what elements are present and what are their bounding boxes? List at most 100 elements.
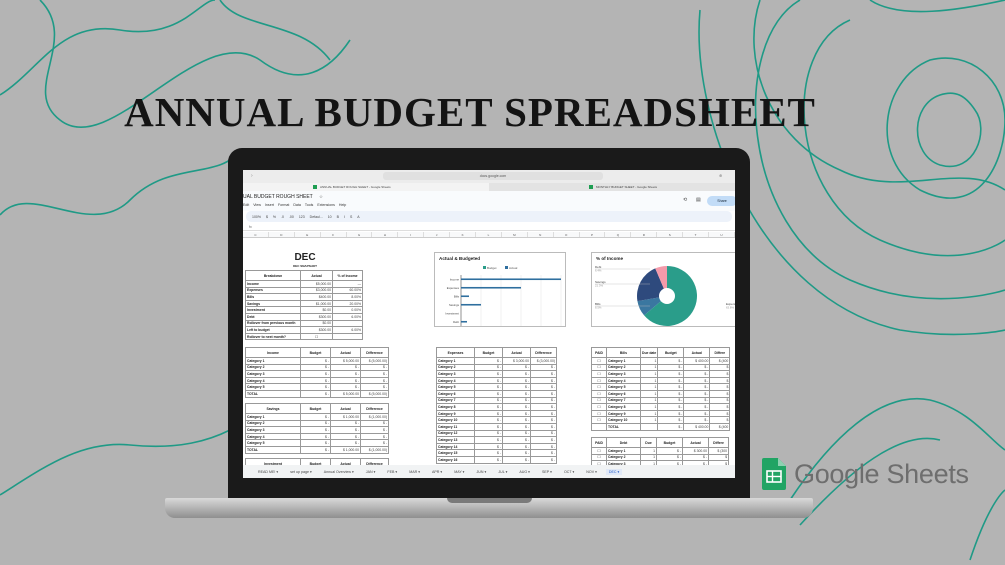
toolbar-item[interactable]: A — [357, 214, 360, 219]
menu-edit[interactable]: Edit — [243, 203, 250, 207]
column-header[interactable]: D — [269, 232, 295, 237]
menu-extensions[interactable]: Extensions — [317, 203, 335, 207]
sheet-tab-read-me-[interactable]: READ ME! ▾ — [255, 469, 281, 475]
column-header[interactable]: G — [347, 232, 373, 237]
menu-tools[interactable]: Tools — [304, 203, 314, 207]
cell: $ - — [683, 376, 711, 385]
sheet-tab-aug[interactable]: AUG ▾ — [516, 469, 533, 475]
sheet-tab-set-up-page[interactable]: set up page ▾ — [287, 469, 315, 475]
history-icon[interactable]: ⟲ — [683, 197, 688, 203]
column-header[interactable]: F — [321, 232, 347, 237]
sheet-tab-nov[interactable]: NOV ▾ — [583, 469, 600, 475]
toolbar-item[interactable]: 123 — [298, 214, 305, 219]
cell: $ (1,000.00) — [360, 413, 389, 421]
pie-slice-bills[interactable] — [637, 296, 667, 316]
comment-icon[interactable]: ▤ — [696, 197, 701, 203]
toolbar-item[interactable]: .00 — [288, 214, 294, 219]
sheet-tab-jun[interactable]: JUN ▾ — [474, 469, 490, 475]
toolbar-item[interactable]: Defaul... — [309, 214, 323, 219]
column-header[interactable]: L — [476, 232, 502, 237]
sheet-tab-jan[interactable]: JAN ▾ — [363, 469, 379, 475]
column-header[interactable]: M — [502, 232, 528, 237]
column-header[interactable]: Q — [605, 232, 632, 237]
sheet-tab-apr[interactable]: APR ▾ — [429, 469, 445, 475]
paid-checkbox[interactable]: ☐ — [591, 416, 607, 424]
bar-actual-savings[interactable] — [461, 303, 481, 306]
toolbar-item[interactable]: $ — [265, 214, 268, 219]
column-header[interactable]: H — [372, 232, 399, 237]
paid-checkbox[interactable]: ☐ — [591, 370, 607, 378]
formula-bar[interactable]: fx — [243, 223, 735, 231]
cell: $ - — [657, 416, 685, 424]
menu-data[interactable]: Data — [293, 203, 301, 207]
paid-checkbox[interactable]: ☐ — [591, 376, 607, 385]
bar-actual-bills[interactable] — [461, 295, 469, 298]
paid-checkbox[interactable]: ☐ — [591, 396, 607, 405]
sheet-tab-dec[interactable]: DEC ▾ — [605, 468, 623, 475]
bar-actual-debt[interactable] — [461, 320, 467, 323]
paid-checkbox[interactable]: ☐ — [591, 403, 607, 411]
cell: Category 11 — [436, 422, 475, 431]
paid-checkbox[interactable]: ☐ — [591, 453, 607, 462]
column-header[interactable]: I — [398, 232, 425, 237]
paid-checkbox[interactable]: ☐ — [300, 332, 333, 341]
paid-checkbox[interactable]: ☐ — [591, 357, 607, 365]
toolbar-item[interactable]: 10 — [327, 214, 332, 219]
toolbar-item[interactable]: 100% — [252, 214, 261, 219]
forward-icon[interactable]: › — [251, 173, 253, 179]
sheet-tab-sep[interactable]: SEP ▾ — [539, 469, 555, 475]
column-header[interactable]: T — [683, 232, 710, 237]
paid-checkbox[interactable]: ☐ — [591, 409, 607, 418]
toolbar-item[interactable]: B — [336, 214, 339, 219]
toolbar-item[interactable]: S — [349, 214, 353, 219]
column-header[interactable]: C — [243, 232, 269, 237]
column-header[interactable]: K — [450, 232, 477, 237]
column-header[interactable]: E — [295, 232, 321, 237]
bar-actual-expenses[interactable] — [461, 286, 521, 289]
pie-slice-debt[interactable] — [655, 266, 667, 296]
sheet-tab-mar[interactable]: MAR ▾ — [406, 469, 423, 475]
menu-insert[interactable]: Insert — [264, 203, 274, 207]
share-button[interactable]: Share — [707, 196, 735, 206]
sheet-tab-jul[interactable]: JUL ▾ — [495, 469, 510, 475]
column-header[interactable]: O — [554, 232, 580, 237]
table-row: TOTAL $ - $ 1,000.00 $ (1,000.00) — [245, 445, 389, 454]
toolbar-item[interactable]: % — [272, 214, 277, 219]
pie-slice-savings[interactable] — [637, 268, 667, 302]
toolbar-item[interactable]: I — [343, 214, 345, 219]
dropdown-icon: ▾ — [594, 469, 597, 474]
toolbar-item[interactable]: .0 — [281, 214, 284, 219]
cell: $ - — [300, 383, 331, 391]
bar-chart-actual-budgeted[interactable]: Actual & Budgeted BudgetActual$0$1,000$2… — [434, 252, 566, 327]
cell: $ - — [657, 396, 685, 405]
column-header[interactable]: P — [580, 232, 606, 237]
sheet-tab-annual-overview[interactable]: Annual Overview ▾ — [321, 469, 357, 475]
paid-checkbox[interactable]: ☐ — [591, 383, 607, 391]
bar-actual-income[interactable] — [461, 278, 561, 281]
menu-format[interactable]: Format — [277, 203, 290, 207]
star-icon[interactable]: ☆ — [319, 194, 324, 199]
address-bar[interactable]: docs.google.com — [383, 172, 603, 180]
paid-checkbox[interactable]: ☐ — [591, 447, 607, 455]
cell: $ — [709, 403, 731, 411]
sheet-tab-oct[interactable]: OCT ▾ — [561, 469, 577, 475]
doc-title[interactable]: UAL BUDGET ROUGH SHEET — [243, 194, 313, 200]
column-header[interactable]: J — [424, 232, 451, 237]
download-icon[interactable]: ⊕ — [719, 173, 723, 178]
paid-checkbox[interactable]: ☐ — [591, 363, 607, 372]
sheet-tab-feb[interactable]: FEB ▾ — [384, 469, 400, 475]
column-header[interactable]: S — [657, 232, 684, 237]
menu-view[interactable]: View — [253, 203, 261, 207]
column-header[interactable]: U — [709, 232, 735, 237]
paid-checkbox[interactable]: ☐ — [591, 389, 607, 398]
column-header[interactable]: N — [528, 232, 554, 237]
pie-chart-percent-income[interactable]: % of Income Expenses 63.8% Bills 8.5% Saving… — [591, 252, 735, 327]
sheet-tab-may[interactable]: MAY ▾ — [451, 469, 467, 475]
browser-tab-monthly[interactable]: MONTHLY BUDGET SHEET - Google Sheets — [489, 183, 735, 191]
table-row: Savings $1,000.00 20.00% — [245, 299, 363, 308]
sheet-tab-label: MAY — [454, 469, 462, 474]
browser-tab-annual[interactable]: ANNUAL BUDGET ROUGH SHEET - Google Sheet… — [243, 183, 489, 191]
menu-help[interactable]: Help — [338, 203, 347, 207]
column-header[interactable]: R — [631, 232, 658, 237]
